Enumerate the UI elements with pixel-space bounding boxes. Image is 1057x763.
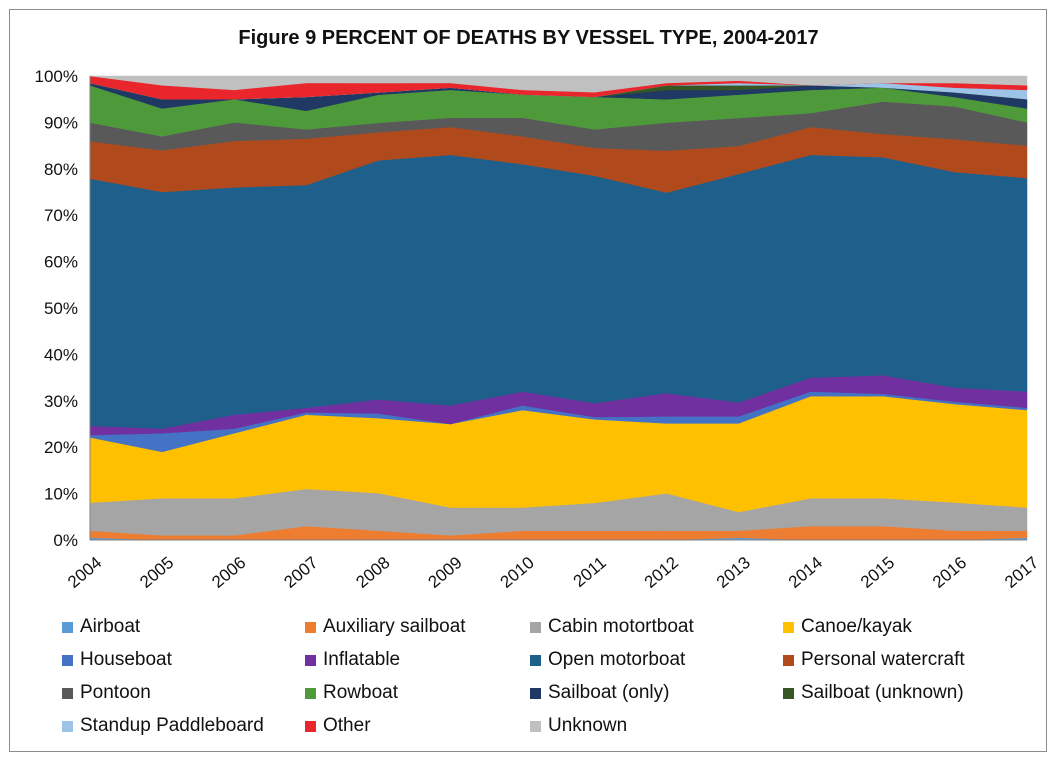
chart-title: Figure 9 PERCENT OF DEATHS BY VESSEL TYP…: [238, 27, 819, 49]
y-tick-label: 40%: [44, 345, 78, 364]
y-tick-label: 60%: [44, 253, 78, 272]
x-tick-label: 2007: [280, 553, 321, 592]
x-tick-label: 2017: [1001, 553, 1042, 592]
area-series-unknown: [89, 75, 1028, 93]
x-tick-label: 2006: [208, 553, 249, 592]
y-tick-label: 30%: [44, 392, 78, 411]
y-tick-label: 70%: [44, 206, 78, 225]
x-tick-label: 2004: [64, 553, 105, 592]
y-tick-label: 100%: [35, 67, 78, 86]
x-tick-label: 2015: [857, 553, 898, 592]
x-tick-label: 2005: [136, 553, 177, 592]
y-tick-label: 0%: [53, 531, 78, 550]
x-tick-label: 2012: [641, 553, 682, 592]
x-tick-label: 2010: [497, 553, 538, 592]
x-tick-label: 2008: [352, 553, 393, 592]
x-tick-label: 2009: [425, 553, 466, 592]
y-tick-label: 10%: [44, 485, 78, 504]
x-tick-label: 2011: [570, 553, 610, 591]
x-tick-label: 2016: [929, 553, 970, 592]
y-tick-label: 80%: [44, 160, 78, 179]
y-tick-label: 20%: [44, 438, 78, 457]
y-tick-label: 90%: [44, 113, 78, 132]
y-tick-label: 50%: [44, 299, 78, 318]
x-tick-label: 2014: [785, 553, 826, 592]
x-tick-label: 2013: [713, 553, 754, 592]
